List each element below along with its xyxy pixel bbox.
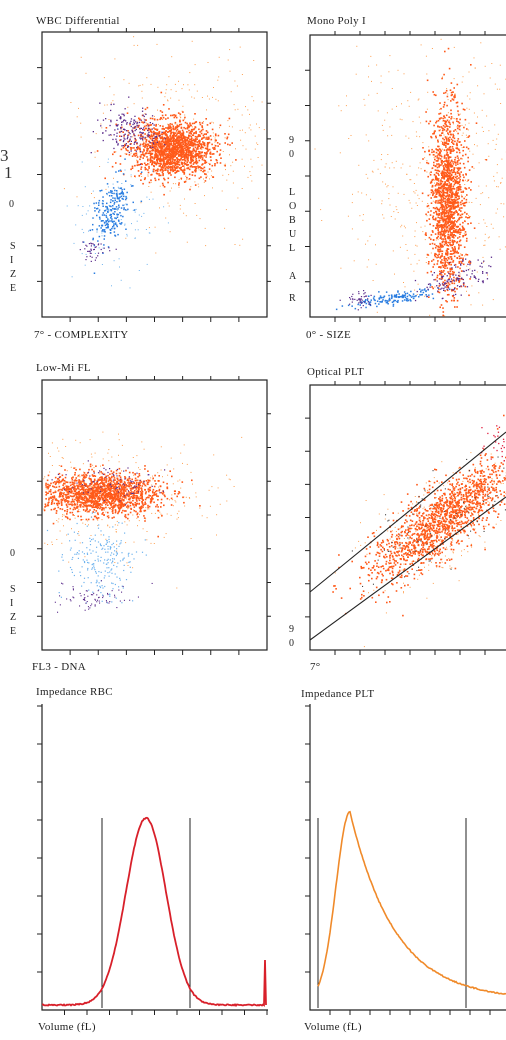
lowmi-side-char: 0 xyxy=(10,548,15,559)
lowmi-neutrophil-cluster xyxy=(43,463,201,538)
wbc-side-char: Z xyxy=(10,269,17,280)
wbc-lymphocyte-cluster xyxy=(82,158,143,274)
wbc-title: WBC Differential xyxy=(36,15,120,27)
wbc-x-label: 7° - COMPLEXITY xyxy=(34,329,129,341)
mono-side-char: A xyxy=(289,271,297,282)
wbc-debris xyxy=(79,241,117,262)
mono-x-label: 0° - SIZE xyxy=(306,329,351,341)
mono-side-char: O xyxy=(289,201,297,212)
mono-side-char: R xyxy=(289,293,296,304)
lowmi-debris xyxy=(54,580,153,613)
mono-debris xyxy=(339,290,372,311)
mono-side-char: 9 xyxy=(289,135,294,146)
mono-side-char: L xyxy=(289,187,296,198)
oplt-gate-lower xyxy=(309,496,506,641)
oplt-gate-upper xyxy=(309,431,506,593)
mono-frame xyxy=(309,34,506,318)
irbc-axes xyxy=(41,704,268,1011)
wbc-side-char: 0 xyxy=(9,199,14,210)
wbc-side-char: S xyxy=(10,241,16,252)
oplt-x-label: 7° xyxy=(310,661,321,673)
mono-side-char: L xyxy=(289,243,296,254)
wbc-lymphocyte-faint xyxy=(66,127,169,289)
mono-side-char: 0 xyxy=(289,149,294,160)
oplt-frame xyxy=(309,384,506,651)
lowmi-lymphocyte-cluster xyxy=(46,511,147,604)
mono-monocyte-cluster xyxy=(414,256,493,302)
wbc-monocyte-cluster xyxy=(90,96,166,166)
mono-side-char: B xyxy=(289,215,296,226)
mono-neutrophil-cluster xyxy=(421,47,488,317)
irbc-curve xyxy=(41,816,267,1007)
iplt-curve xyxy=(317,810,506,995)
irbc-x-label: Volume (fL) xyxy=(38,1021,96,1033)
lowmi-side-char: I xyxy=(10,598,14,609)
lowmi-title: Low-Mi FL xyxy=(36,362,91,374)
oplt-side-char: 9 xyxy=(289,624,294,635)
irbc-title: Impedance RBC xyxy=(36,686,113,698)
lowmi-x-label: FL3 - DNA xyxy=(32,661,87,673)
lowmi-side-char: Z xyxy=(10,612,17,623)
lowmi-side-char: S xyxy=(10,584,16,595)
mono-neutrophil-faint xyxy=(314,38,506,317)
lowmi-dark-cells xyxy=(51,460,166,506)
mono-title: Mono Poly I xyxy=(307,15,366,27)
lowmi-side-char: E xyxy=(10,626,17,637)
oplt-dark-events xyxy=(351,456,506,587)
mono-side-char: U xyxy=(289,229,297,240)
oplt-side-char: 0 xyxy=(289,638,294,649)
iplt-x-label: Volume (fL) xyxy=(304,1021,362,1033)
wbc-frame xyxy=(41,31,268,318)
page-number-bottom: 1 xyxy=(4,163,13,182)
oplt-title: Optical PLT xyxy=(307,366,364,378)
oplt-platelet-cluster xyxy=(332,414,506,617)
page-number-top: 3 xyxy=(0,146,9,165)
iplt-title: Impedance PLT xyxy=(301,688,375,700)
oplt-rbc-edge xyxy=(481,425,505,462)
iplt-axes xyxy=(309,704,506,1011)
wbc-side-char: E xyxy=(10,283,17,294)
wbc-side-char: I xyxy=(10,255,14,266)
lowmi-frame xyxy=(41,379,268,651)
wbc-neutrophil-cluster xyxy=(96,91,237,196)
